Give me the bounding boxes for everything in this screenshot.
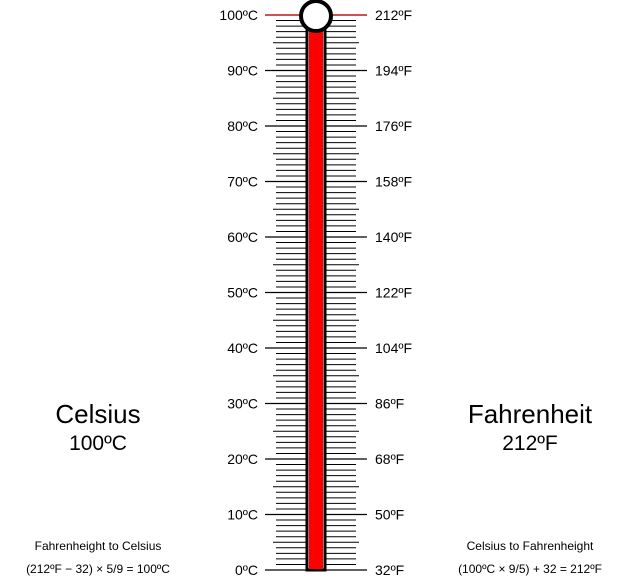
fahrenheit-tick-label: 158ºF — [375, 174, 412, 190]
fahrenheit-tick-label: 50ºF — [375, 507, 404, 523]
thermometer-bulb-handle[interactable] — [299, 0, 333, 33]
fahrenheit-scale-labels: 32ºF 50ºF 68ºF 86ºF 104ºF 122ºF 140ºF 158ºF 176º… — [375, 7, 412, 578]
fahrenheit-tick-label: 194ºF — [375, 63, 412, 79]
celsius-title: Celsius — [55, 399, 141, 429]
celsius-value: 100ºC — [69, 432, 127, 455]
fahrenheit-tick-label: 86ºF — [375, 396, 404, 412]
celsius-tick-label: 90ºC — [227, 63, 258, 79]
fahrenheit-tick-label: 104ºF — [375, 340, 412, 356]
fahrenheit-panel: Fahrenheit 212ºF — [430, 398, 630, 458]
c-to-f-title: Celsius to Fahrenheight — [466, 539, 594, 553]
fahrenheit-tick-label: 176ºF — [375, 118, 412, 134]
fahrenheit-tick-label: 140ºF — [375, 229, 412, 245]
celsius-tick-label: 0ºC — [235, 562, 258, 578]
scale-ticks — [265, 14, 367, 571]
fahrenheit-tick-label: 212ºF — [375, 7, 412, 23]
fahrenheit-title: Fahrenheit — [467, 399, 593, 429]
fahrenheit-tick-label: 68ºF — [375, 451, 404, 467]
celsius-scale-labels: 0ºC 10ºC 20ºC 30ºC 40ºC 50ºC 60ºC 70ºC 80ºC 90ºC 1… — [219, 7, 258, 578]
f-to-c-formula: Fahrenheight to Celsius (212ºF − 32) × 5… — [0, 538, 208, 577]
celsius-tick-label: 60ºC — [227, 229, 258, 245]
celsius-tick-label: 40ºC — [227, 340, 258, 356]
mercury-column[interactable] — [309, 15, 323, 569]
celsius-tick-label: 70ºC — [227, 174, 258, 190]
celsius-tick-label: 80ºC — [227, 118, 258, 134]
f-to-c-equation: (212ºF − 32) × 5/9 = 100ºC — [26, 562, 170, 576]
celsius-tick-label: 100ºC — [219, 7, 258, 23]
f-to-c-title: Fahrenheight to Celsius — [34, 539, 162, 553]
celsius-tick-label: 10ºC — [227, 507, 258, 523]
c-to-f-equation: (100ºC × 9/5) + 32 = 212ºF — [458, 562, 602, 576]
celsius-panel: Celsius 100ºC — [0, 398, 198, 458]
fahrenheit-value: 212ºF — [502, 432, 558, 455]
fahrenheit-tick-label: 122ºF — [375, 285, 412, 301]
celsius-tick-label: 50ºC — [227, 285, 258, 301]
celsius-tick-label: 20ºC — [227, 451, 258, 467]
celsius-tick-label: 30ºC — [227, 396, 258, 412]
c-to-f-formula: Celsius to Fahrenheight (100ºC × 9/5) + … — [420, 538, 635, 577]
fahrenheit-tick-label: 32ºF — [375, 562, 404, 578]
